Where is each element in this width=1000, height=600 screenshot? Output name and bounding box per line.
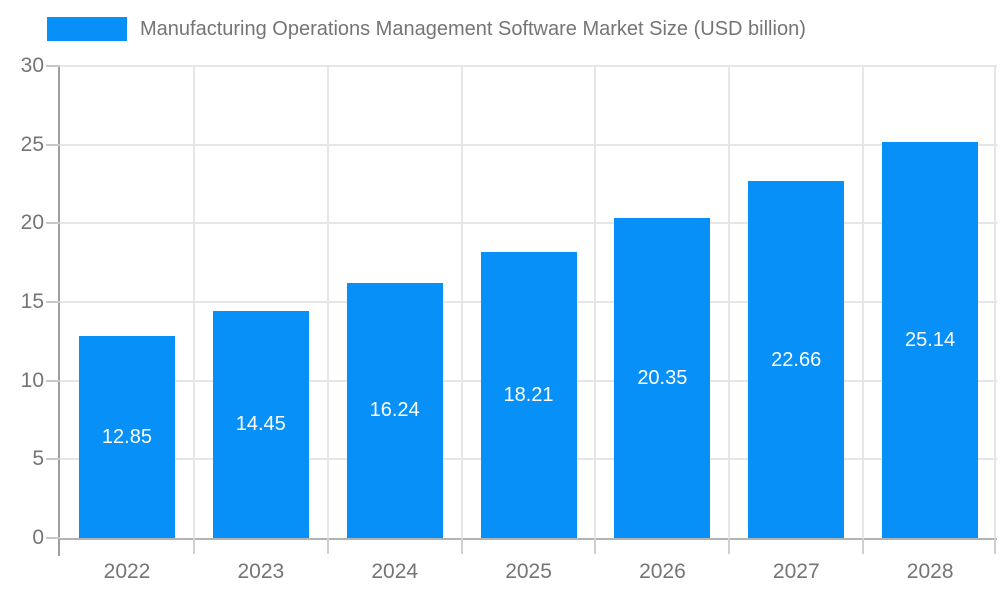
x-axis-category-label: 2024 <box>371 560 419 583</box>
x-axis-category-label: 2025 <box>505 560 552 583</box>
bar-value-label: 18.21 <box>503 383 554 406</box>
x-axis-line <box>60 538 997 540</box>
legend-swatch <box>47 17 127 41</box>
y-axis-tick-label: 20 <box>20 211 44 235</box>
y-axis-tick-label: 10 <box>20 368 44 392</box>
y-axis-tick <box>46 222 60 225</box>
y-axis-tick <box>46 301 60 303</box>
x-axis-tick <box>192 538 195 554</box>
y-axis-tick <box>46 143 60 146</box>
v-gridline <box>728 66 731 538</box>
bar-2025: 18.21 <box>480 251 577 538</box>
y-axis-tick-label: 15 <box>20 290 44 313</box>
y-axis-line <box>58 66 60 556</box>
y-axis-tick <box>46 458 60 461</box>
x-axis-tick <box>594 538 597 554</box>
bar-value-label: 16.24 <box>369 399 420 422</box>
bar-value-label: 22.66 <box>771 348 822 371</box>
y-axis-tick-label: 25 <box>20 132 44 156</box>
bar-value-label: 14.45 <box>235 413 286 436</box>
chart-title: Manufacturing Operations Management Soft… <box>140 17 806 40</box>
h-gridline <box>60 222 997 225</box>
v-gridline <box>862 66 865 538</box>
x-axis-tick <box>326 538 329 554</box>
x-axis-category-label: 2027 <box>772 560 820 583</box>
bar-2027: 22.66 <box>748 181 845 538</box>
v-gridline <box>326 66 329 538</box>
bar-2022: 12.85 <box>78 335 175 538</box>
y-axis-tick <box>46 379 60 382</box>
x-axis-category-label: 2026 <box>639 560 686 583</box>
bar-2026: 20.35 <box>614 217 711 538</box>
v-gridline <box>994 66 996 538</box>
y-axis-tick-label: 0 <box>32 526 44 549</box>
h-gridline <box>60 143 997 146</box>
bar-2023: 14.45 <box>212 310 309 538</box>
v-gridline <box>594 66 597 538</box>
plot-area: 12.85 14.45 16.24 18.21 20.35 22.66 25.14 <box>58 65 997 556</box>
x-axis-category-label: 2022 <box>103 560 151 583</box>
legend: Manufacturing Operations Management Soft… <box>47 17 806 41</box>
x-axis-tick <box>460 538 463 554</box>
x-axis-tick <box>862 538 865 554</box>
y-axis-tick <box>46 65 60 67</box>
x-axis-category-label: 2023 <box>237 560 285 583</box>
y-axis-tick <box>46 537 60 539</box>
bar-value-label: 12.85 <box>101 425 152 448</box>
h-gridline <box>60 65 997 67</box>
bar-2028: 25.14 <box>882 142 979 538</box>
v-gridline <box>460 66 463 538</box>
x-axis-tick <box>994 538 996 554</box>
bar-2024: 16.24 <box>346 282 443 538</box>
x-axis-category-label: 2028 <box>906 560 954 583</box>
bar-value-label: 25.14 <box>905 329 956 352</box>
y-axis-tick-label: 5 <box>32 447 44 471</box>
bar-value-label: 20.35 <box>637 366 688 389</box>
v-gridline <box>192 66 195 538</box>
x-axis-tick <box>728 538 731 554</box>
y-axis-tick-label: 30 <box>20 54 44 77</box>
